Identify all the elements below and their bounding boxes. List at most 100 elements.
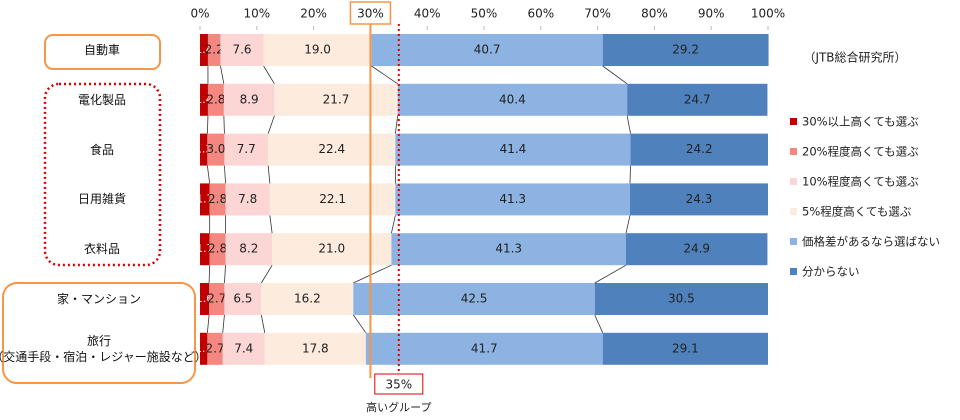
connector <box>261 264 273 284</box>
data-label: 21.7 <box>323 92 350 106</box>
data-label: 41.4 <box>500 142 527 156</box>
connector <box>602 65 628 85</box>
category-label: 電化製品 <box>77 92 127 107</box>
data-label: 40.7 <box>474 43 501 57</box>
data-label: 8.2 <box>239 242 258 256</box>
data-label: 2.8 <box>208 242 227 256</box>
group-box <box>44 34 161 70</box>
data-label: 7.6 <box>232 43 251 57</box>
bar-segment <box>225 183 270 216</box>
connector <box>269 215 273 234</box>
bar-segment <box>626 233 768 266</box>
data-label: 41.3 <box>499 192 526 206</box>
x-tick-label: 90% <box>698 7 725 21</box>
category-label: 食品 <box>89 142 115 157</box>
legend-swatch <box>790 178 797 185</box>
connector <box>594 264 627 284</box>
data-label: 8.9 <box>240 92 259 106</box>
bar-segment <box>200 233 210 266</box>
data-label: 2.7 <box>207 292 226 306</box>
connector <box>263 65 275 85</box>
data-label: 24.2 <box>686 142 713 156</box>
bar-segment <box>200 133 208 166</box>
connector <box>629 165 631 184</box>
bar-segment <box>268 133 396 166</box>
data-label: 1.7 <box>196 192 214 205</box>
bar-segment <box>207 83 224 116</box>
bar-segment <box>200 34 208 66</box>
category-label: 衣料品 <box>83 242 121 257</box>
bar-segment <box>630 133 768 166</box>
data-label: 21.0 <box>318 242 345 256</box>
connector <box>260 314 266 333</box>
bar-segment <box>261 283 354 315</box>
data-label: 29.2 <box>672 43 699 57</box>
category-label: 旅行 （交通手段・宿泊・レジャー施設など） <box>0 333 207 364</box>
data-label: 40.4 <box>499 92 526 106</box>
bar-segment <box>397 83 628 116</box>
data-label: 22.4 <box>318 142 345 156</box>
data-label: 7.4 <box>234 341 253 355</box>
bar-segment <box>200 183 210 216</box>
legend-swatch <box>790 208 797 215</box>
x-tick-label: 10% <box>243 7 270 21</box>
data-label: 24.7 <box>684 92 711 106</box>
legend-swatch <box>790 148 797 155</box>
data-label: 42.5 <box>461 292 488 306</box>
bar-segment <box>207 133 225 166</box>
bar-segment <box>272 233 392 266</box>
connector <box>206 314 210 333</box>
connector <box>267 115 275 134</box>
connector <box>222 314 225 333</box>
x-tick-label: 80% <box>641 7 668 21</box>
connector <box>206 165 211 184</box>
bar-segment <box>627 83 768 116</box>
bar-segment <box>602 332 768 365</box>
bar-segment <box>353 283 595 315</box>
bar-segment <box>209 233 226 266</box>
bar-segment <box>207 332 223 365</box>
data-label: 22.1 <box>319 192 346 206</box>
connector <box>224 165 226 184</box>
data-label: 2.2 <box>205 43 224 57</box>
connector <box>371 65 398 85</box>
data-label: 24.9 <box>683 242 710 256</box>
bar-segment <box>207 34 221 66</box>
legend-label: 10%程度高くても選ぶ <box>802 175 919 189</box>
x-tick-label: 30% <box>357 7 384 21</box>
source: （JTB総合研究所） <box>803 50 906 65</box>
bar-segment <box>594 283 768 315</box>
connector <box>208 265 211 284</box>
legend-label: 5%程度高くても選ぶ <box>802 205 912 219</box>
annotation: 高いグループ <box>366 400 431 414</box>
bar-segment <box>264 332 366 365</box>
x-tick-label: 100% <box>751 7 785 21</box>
bar-segment <box>391 233 626 266</box>
data-label: 19.0 <box>304 43 331 57</box>
x-tick-label: 0% <box>190 7 209 21</box>
bar-segment <box>209 183 226 216</box>
bar-segment <box>269 183 396 216</box>
connector <box>626 115 631 134</box>
x-tick-label: 40% <box>414 7 441 21</box>
data-label: 16.2 <box>294 292 321 306</box>
data-label: 1.7 <box>196 242 214 255</box>
category-label: 日用雑貨 <box>77 192 127 207</box>
bar-segment <box>365 332 603 365</box>
connector <box>391 215 396 234</box>
data-label: 2.8 <box>208 192 227 206</box>
data-label: 24.3 <box>686 192 713 206</box>
connector <box>625 215 631 234</box>
legend-label: 30%以上高くても選ぶ <box>802 115 919 129</box>
connector <box>394 115 399 134</box>
bar-segment <box>395 183 630 216</box>
bar-segment <box>220 34 264 66</box>
bar-segment <box>224 283 262 315</box>
data-label: 41.7 <box>471 341 498 355</box>
x-tick-label: 70% <box>584 7 611 21</box>
data-label: 1.6 <box>196 292 214 305</box>
group-box <box>43 82 162 267</box>
data-label: 2.7 <box>206 341 225 355</box>
data-label: 2.8 <box>206 92 225 106</box>
